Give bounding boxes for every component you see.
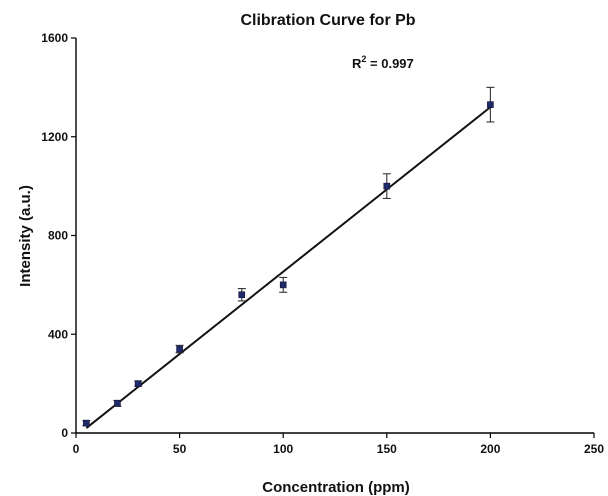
x-tick-label: 0 (73, 442, 80, 456)
data-point (238, 291, 246, 299)
data-points (82, 86, 495, 427)
data-point (487, 101, 494, 108)
data-point (83, 419, 90, 427)
r-squared-value: = 0.997 (366, 56, 413, 71)
r-squared-exponent: 2 (361, 54, 366, 64)
x-axis-ticks: 0 50 100 150 200 250 (73, 433, 604, 456)
x-tick-label: 150 (377, 442, 397, 456)
y-tick-label: 0 (61, 426, 68, 440)
data-point (134, 380, 142, 387)
x-tick-label: 100 (273, 442, 293, 456)
regression-line (85, 106, 492, 429)
y-tick-label: 1600 (41, 31, 68, 45)
data-point (383, 182, 391, 190)
x-tick-label: 250 (584, 442, 604, 456)
x-axis-label: Concentration (ppm) (262, 479, 410, 496)
x-tick-label: 200 (480, 442, 500, 456)
y-tick-label: 800 (48, 229, 68, 243)
x-tick-label: 50 (173, 442, 187, 456)
y-axis-ticks: 0 400 800 1200 1600 (41, 31, 76, 440)
data-point (279, 281, 287, 289)
r-squared-letter: R (352, 56, 362, 71)
y-axis-label: Intensity (a.u.) (17, 185, 34, 287)
data-point (114, 400, 121, 407)
r-squared-annotation: R2 = 0.997 (352, 54, 414, 71)
chart-title: Clibration Curve for Pb (240, 12, 415, 29)
data-point (176, 345, 183, 353)
y-tick-label: 1200 (41, 130, 68, 144)
y-tick-label: 400 (48, 327, 68, 341)
